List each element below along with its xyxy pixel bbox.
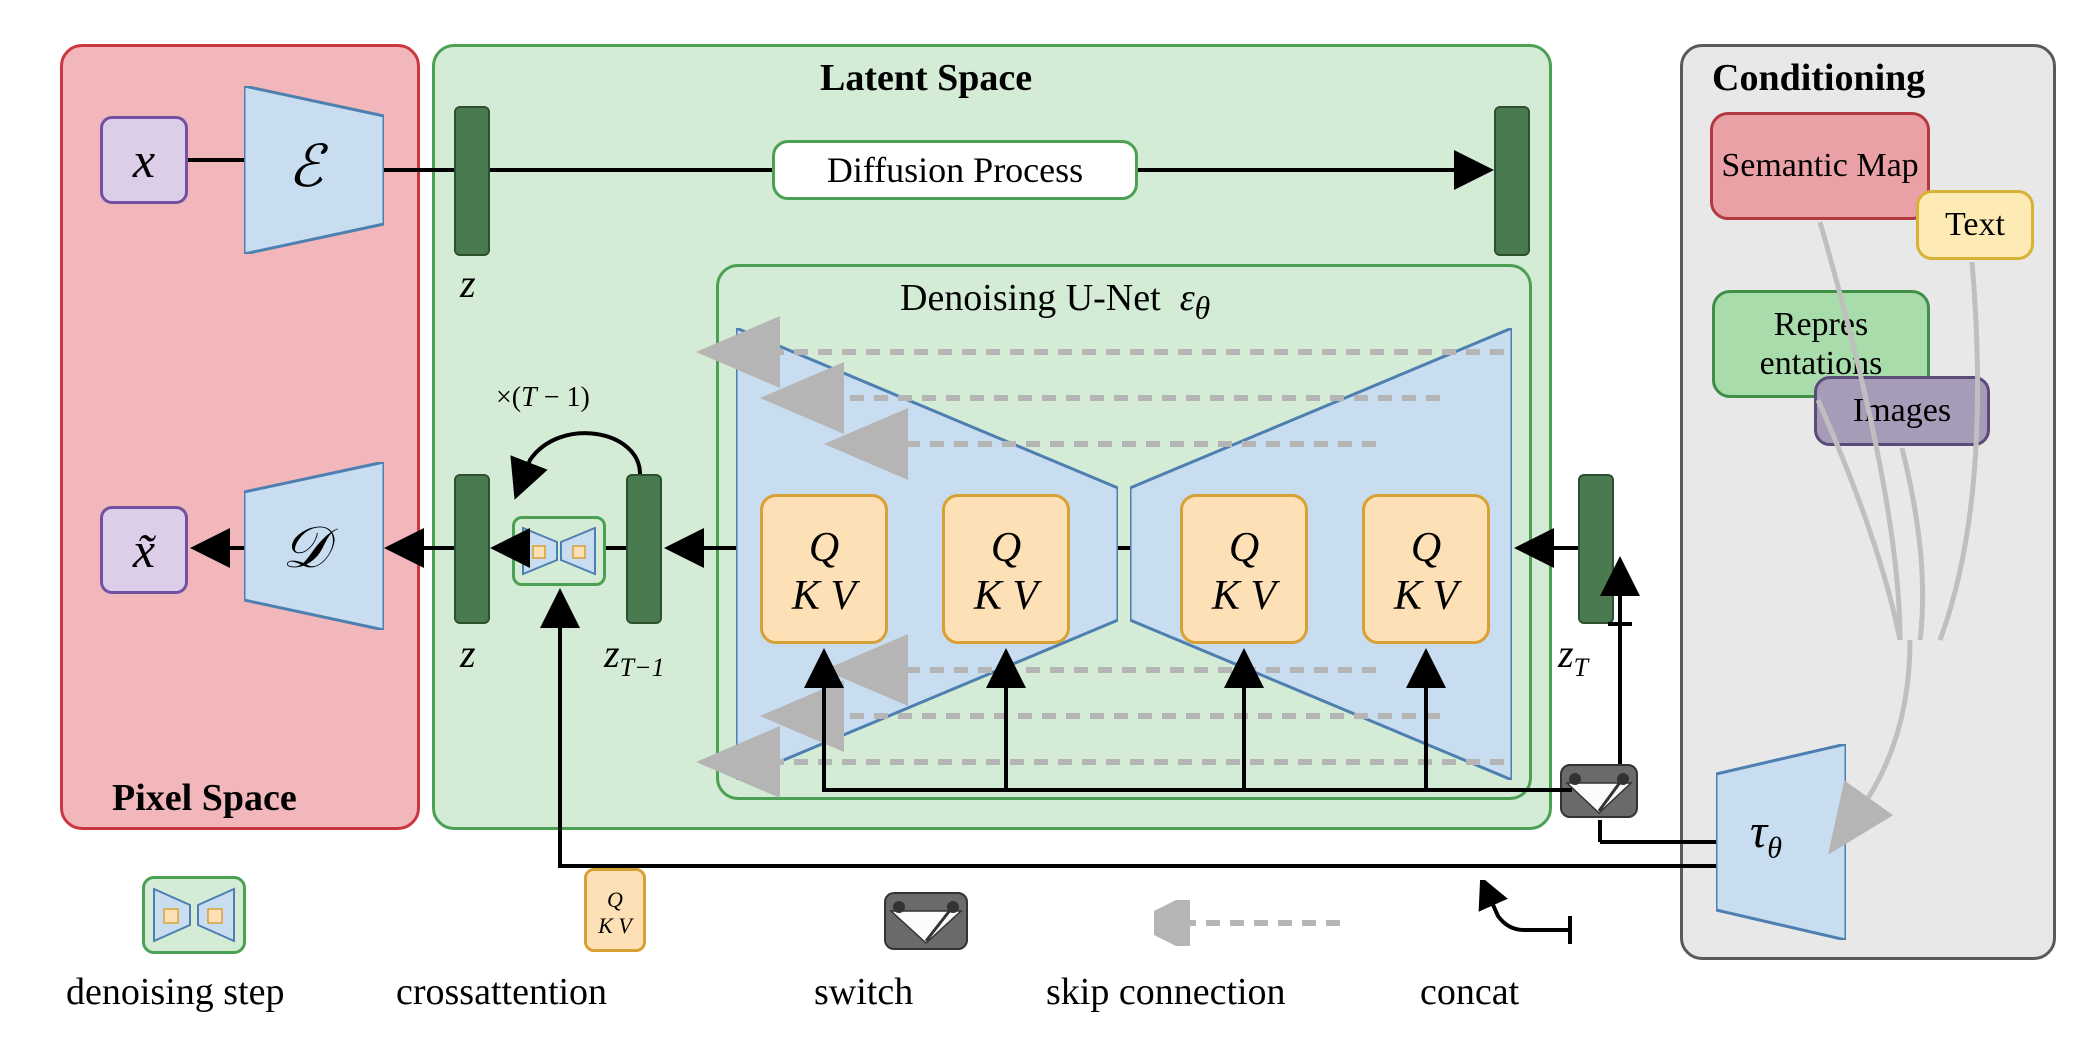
- zT-label-bottom: zT: [1558, 630, 1588, 683]
- qkv-q-1: Q: [809, 524, 839, 572]
- z-label-bottom: z: [460, 630, 476, 677]
- x-input-symbol: x: [133, 131, 155, 189]
- x-output-box: x̃: [100, 506, 188, 594]
- legend-concat-icon: [1470, 880, 1590, 950]
- images-box: Images: [1814, 376, 1990, 446]
- legend-skip-label: skip connection: [1046, 970, 1286, 1014]
- images-box-label: Images: [1853, 392, 1951, 430]
- z-bar-bottom: [454, 474, 490, 624]
- diffusion-process-label: Diffusion Process: [827, 149, 1083, 191]
- z-bar-top: [454, 106, 490, 256]
- qkv-kv-2: K V: [974, 572, 1038, 620]
- decoder-symbol: 𝒟: [282, 514, 328, 582]
- legend-skip-icon: [1154, 900, 1344, 946]
- semantic-map-label: Semantic Map: [1721, 146, 1918, 185]
- denoising-step-icon: [512, 516, 606, 586]
- qkv-box-3: Q K V: [1180, 494, 1308, 644]
- conditioning-label: Conditioning: [1712, 56, 1925, 100]
- semantic-map-box: Semantic Map: [1710, 112, 1930, 220]
- qkv-kv-4: K V: [1394, 572, 1458, 620]
- x-input-box: x: [100, 116, 188, 204]
- tau-symbol: τθ: [1750, 804, 1782, 866]
- qkv-box-4: Q K V: [1362, 494, 1490, 644]
- zTm1-label: zT−1: [604, 630, 665, 683]
- qkv-box-2: Q K V: [942, 494, 1070, 644]
- legend-crossattn-icon: Q K V: [584, 868, 646, 952]
- diffusion-process-box: Diffusion Process: [772, 140, 1138, 200]
- pixel-space-label: Pixel Space: [112, 776, 297, 820]
- representations-label: Repres entations: [1715, 305, 1927, 383]
- text-box-label: Text: [1945, 206, 2005, 244]
- switch-box: [1560, 764, 1638, 818]
- legend-kv: K V: [598, 913, 632, 939]
- qkv-q-2: Q: [991, 524, 1021, 572]
- z-label-top: z: [460, 260, 476, 307]
- repeat-label: ×(T − 1): [496, 382, 590, 414]
- unet-label: Denoising U-Net εθ: [900, 276, 1210, 327]
- legend-switch-label: switch: [814, 970, 913, 1014]
- qkv-kv-1: K V: [792, 572, 856, 620]
- legend-crossattn-label: crossattention: [396, 970, 607, 1014]
- latent-space-label: Latent Space: [820, 56, 1032, 100]
- qkv-q-4: Q: [1411, 524, 1441, 572]
- zTm1-bar: [626, 474, 662, 624]
- qkv-kv-3: K V: [1212, 572, 1276, 620]
- zT-bar-bottom: [1578, 474, 1614, 624]
- legend-q: Q: [607, 887, 623, 913]
- encoder-symbol: ℰ: [288, 132, 323, 200]
- legend-concat-label: concat: [1420, 970, 1519, 1014]
- qkv-q-3: Q: [1229, 524, 1259, 572]
- zT-bar-top: [1494, 106, 1530, 256]
- legend-denoising-label: denoising step: [66, 970, 284, 1014]
- x-output-symbol: x̃: [133, 521, 155, 579]
- qkv-box-1: Q K V: [760, 494, 888, 644]
- text-box: Text: [1916, 190, 2034, 260]
- legend-denoising-icon: [142, 876, 246, 954]
- legend-switch-icon: [884, 892, 968, 950]
